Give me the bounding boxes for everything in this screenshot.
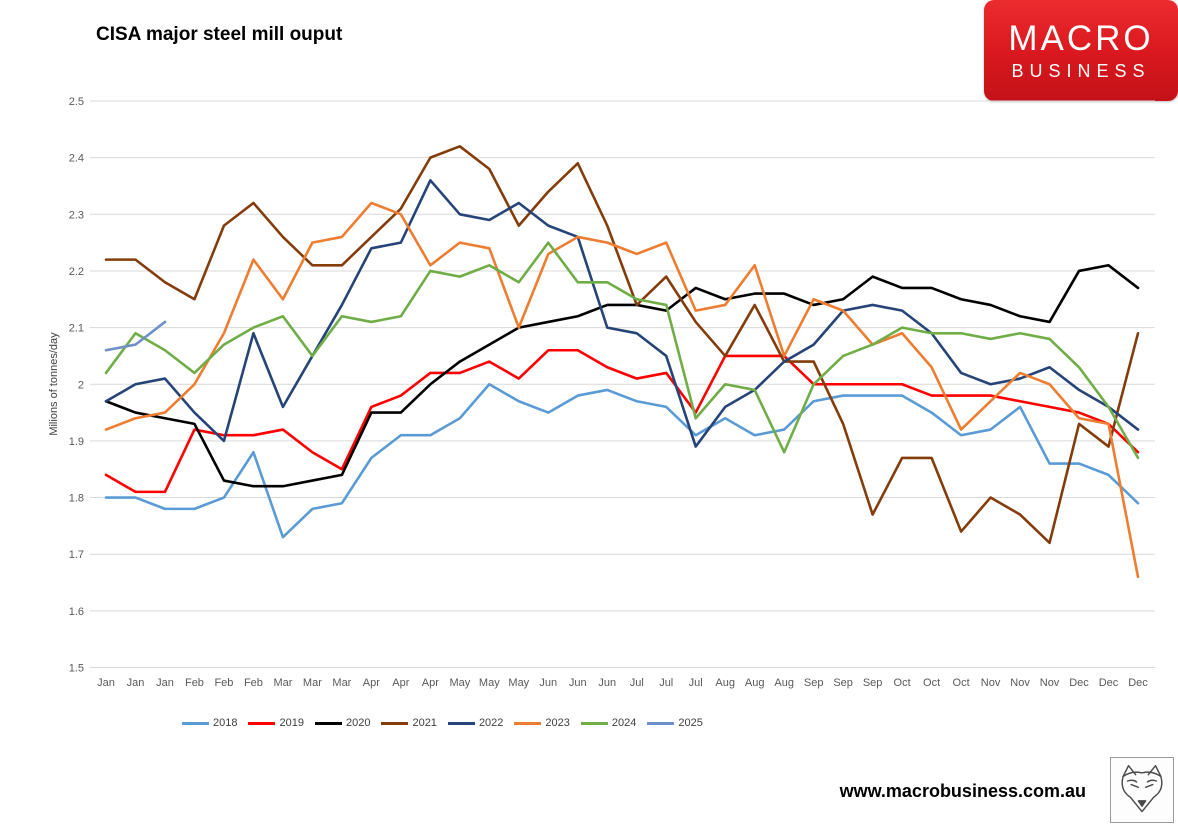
x-tick-label: Jun xyxy=(539,677,557,689)
legend-label: 2024 xyxy=(611,717,637,729)
x-tick-label: Dec xyxy=(1128,677,1148,689)
legend-item-2019: 2019 xyxy=(248,717,304,729)
y-tick-label: 2.4 xyxy=(69,153,84,165)
logo-text-macro: MACRO xyxy=(1008,19,1154,58)
website-url: www.macrobusiness.com.au xyxy=(839,781,1086,801)
x-tick-label: May xyxy=(449,677,470,689)
y-axis-title: Milions of tonnes/day xyxy=(48,332,60,436)
series-line-2025 xyxy=(104,320,167,352)
series-line-2018 xyxy=(104,382,1140,539)
x-tick-label: Jul xyxy=(659,677,673,689)
macrobusiness-logo: MACRO BUSINESS xyxy=(984,0,1178,101)
fox-logo-icon xyxy=(1121,764,1163,813)
x-tick-label: Jan xyxy=(97,677,115,689)
series-line-2019 xyxy=(104,348,1140,494)
legend-item-2022: 2022 xyxy=(447,717,504,729)
x-tick-label: Apr xyxy=(392,677,409,689)
x-tick-label: Aug xyxy=(745,677,765,689)
chart-title: CISA major steel mill ouput xyxy=(96,24,343,45)
x-tick-label: Aug xyxy=(774,677,794,689)
legend-label: 2021 xyxy=(412,717,437,729)
x-tick-label: Jun xyxy=(598,677,616,689)
legend-swatch-2018 xyxy=(182,721,209,725)
x-tick-label: Sep xyxy=(833,677,853,689)
x-tick-label: May xyxy=(508,677,529,689)
x-tick-label: Aug xyxy=(715,677,735,689)
x-tick-label: Oct xyxy=(894,677,911,689)
y-tick-label: 1.8 xyxy=(69,493,84,505)
series-line-2020 xyxy=(104,263,1140,488)
x-tick-label: Jul xyxy=(630,677,644,689)
legend-label: 2025 xyxy=(678,717,703,729)
x-tick-label: Apr xyxy=(422,677,439,689)
x-tick-label: Jun xyxy=(569,677,587,689)
legend-item-2018: 2018 xyxy=(182,717,237,729)
y-tick-label: 1.7 xyxy=(69,549,84,561)
x-tick-label: Feb xyxy=(214,677,233,689)
legend-swatch-2023 xyxy=(514,721,542,725)
y-tick-label: 2.3 xyxy=(69,209,84,221)
x-tick-label: Mar xyxy=(273,677,292,689)
x-tick-label: Feb xyxy=(185,677,204,689)
legend-swatch-2024 xyxy=(580,721,608,725)
y-tick-label: 1.6 xyxy=(69,606,84,618)
x-tick-label: Nov xyxy=(1010,677,1030,689)
x-tick-label: Jan xyxy=(156,677,174,689)
x-tick-label: Nov xyxy=(981,677,1001,689)
legend-swatch-2021 xyxy=(381,721,409,725)
x-tick-label: Mar xyxy=(332,677,351,689)
y-tick-label: 2.1 xyxy=(69,323,84,335)
legend-item-2025: 2025 xyxy=(647,717,703,729)
legend-label: 2018 xyxy=(213,717,238,729)
legend-swatch-2020 xyxy=(314,721,342,725)
x-tick-label: Nov xyxy=(1040,677,1060,689)
x-tick-label: Sep xyxy=(863,677,883,689)
legend-label: 2019 xyxy=(279,717,304,729)
logo-text-business: BUSINESS xyxy=(1011,61,1151,81)
legend-label: 2020 xyxy=(345,717,371,729)
legend-item-2020: 2020 xyxy=(314,717,371,729)
legend-swatch-2019 xyxy=(248,721,276,725)
y-tick-label: 1.9 xyxy=(69,436,84,448)
legend-swatch-2022 xyxy=(447,721,475,725)
x-tick-label: Oct xyxy=(953,677,970,689)
series-line-2023 xyxy=(104,201,1140,579)
x-tick-label: May xyxy=(479,677,500,689)
fox-logo-box xyxy=(1110,757,1174,823)
x-tick-label: Dec xyxy=(1099,677,1119,689)
x-tick-label: Jan xyxy=(127,677,145,689)
legend-item-2021: 2021 xyxy=(381,717,437,729)
x-tick-label: Sep xyxy=(804,677,824,689)
series-line-2022 xyxy=(104,179,1140,448)
legend-label: 2023 xyxy=(545,717,570,729)
y-tick-label: 2.5 xyxy=(69,96,84,108)
chart-legend: 2018 2019 2020 2021 2022 2023 2024 2025 xyxy=(182,717,714,729)
y-tick-label: 2.2 xyxy=(69,266,84,278)
series-line-2024 xyxy=(104,241,1140,460)
x-tick-label: Mar xyxy=(303,677,322,689)
y-tick-label: 2 xyxy=(78,379,84,391)
y-tick-label: 1.5 xyxy=(69,663,84,675)
legend-item-2023: 2023 xyxy=(514,717,570,729)
series-line-2021 xyxy=(104,145,1140,545)
legend-label: 2022 xyxy=(478,717,504,729)
x-tick-label: Dec xyxy=(1069,677,1089,689)
x-tick-label: Apr xyxy=(363,677,380,689)
legend-swatch-2025 xyxy=(647,721,675,725)
x-tick-label: Feb xyxy=(244,677,263,689)
x-tick-label: Oct xyxy=(923,677,940,689)
x-tick-label: Jul xyxy=(689,677,703,689)
legend-item-2024: 2024 xyxy=(580,717,637,729)
